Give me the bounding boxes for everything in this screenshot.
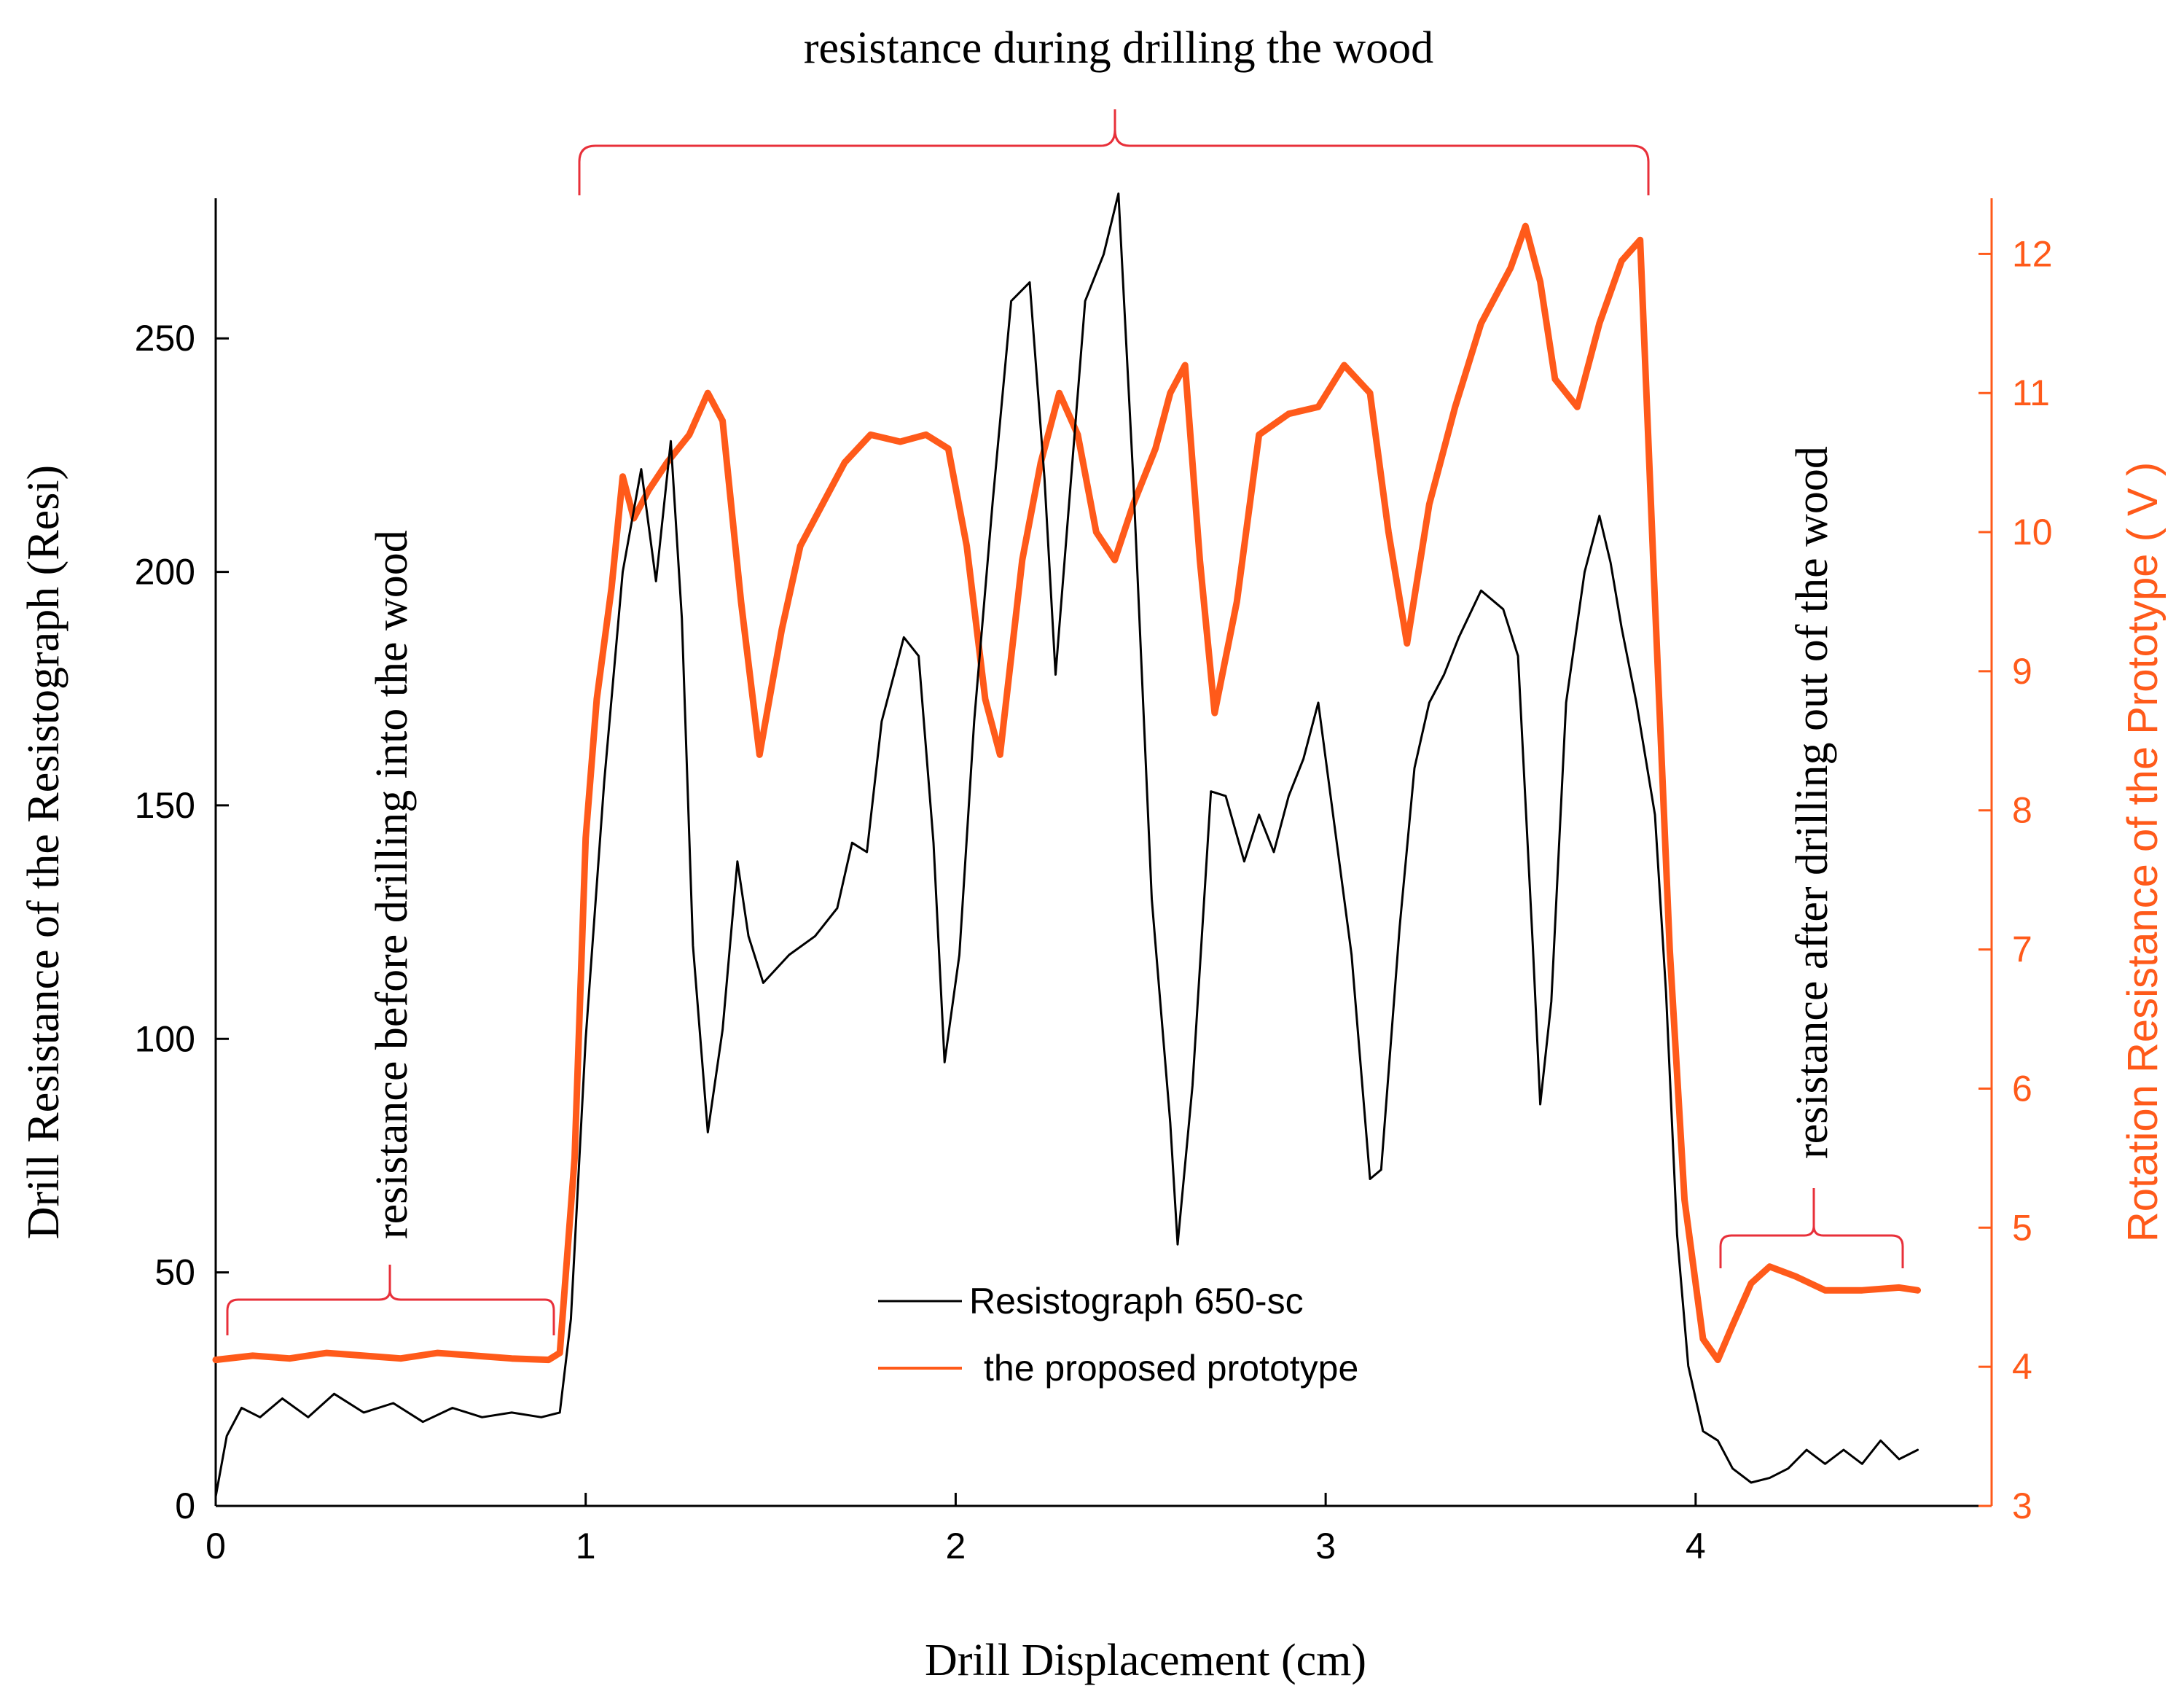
x-tick-label: 4	[1686, 1526, 1706, 1566]
y-tick-label: 0	[175, 1486, 195, 1526]
y2-tick-label: 10	[2012, 512, 2053, 553]
series-line-resistograph	[214, 192, 1919, 1498]
y2-tick-label: 4	[2012, 1346, 2032, 1387]
x-axis-ticks: 0 1 2 3 4	[206, 1493, 1706, 1566]
y-tick-label: 100	[135, 1018, 195, 1059]
y2-tick-label: 5	[2012, 1207, 2032, 1248]
legend: Resistograph 650-sc the proposed prototy…	[878, 1281, 1358, 1389]
annotation-before: resistance before drilling into the wood	[367, 530, 417, 1239]
x-tick-label: 0	[206, 1526, 226, 1566]
annotation-after: resistance after drilling out of the woo…	[1788, 446, 1837, 1159]
brace-before	[226, 1265, 555, 1335]
brace-after	[1719, 1188, 1904, 1268]
y-tick-label: 50	[154, 1252, 195, 1293]
y2-tick-label: 11	[2012, 372, 2050, 413]
y-tick-label: 150	[135, 785, 195, 826]
y2-tick-label: 3	[2012, 1486, 2032, 1526]
y-axis-ticks: 0 50 100 150 200 250	[135, 318, 229, 1526]
x-tick-label: 1	[576, 1526, 596, 1566]
y2-tick-label: 9	[2012, 651, 2032, 692]
annotation-during: resistance during drilling the wood	[804, 23, 1433, 73]
y2-tick-label: 12	[2012, 233, 2053, 274]
legend-label-prototype: the proposed prototype	[984, 1348, 1358, 1389]
y2-axis-ticks: 3 4 5 6 7 8 9 10 11 12	[1978, 233, 2053, 1526]
x-tick-label: 3	[1315, 1526, 1336, 1566]
series-line-prototype	[212, 222, 1921, 1364]
y-axis-title: Drill Resistance of the Resistograph (Re…	[19, 465, 69, 1239]
series-layer	[212, 192, 1921, 1498]
y-tick-label: 250	[135, 318, 195, 359]
brace-during	[578, 109, 1650, 195]
x-tick-label: 2	[946, 1526, 966, 1566]
y2-tick-label: 6	[2012, 1068, 2032, 1109]
y2-axis-title: Rotation Resistance of the Prototype ( V…	[2119, 462, 2167, 1242]
x-axis-title: Drill Displacement (cm)	[925, 1636, 1366, 1685]
y2-tick-label: 7	[2012, 929, 2032, 970]
y2-tick-label: 8	[2012, 790, 2032, 831]
legend-label-resistograph: Resistograph 650-sc	[969, 1281, 1304, 1322]
y-tick-label: 200	[135, 552, 195, 593]
